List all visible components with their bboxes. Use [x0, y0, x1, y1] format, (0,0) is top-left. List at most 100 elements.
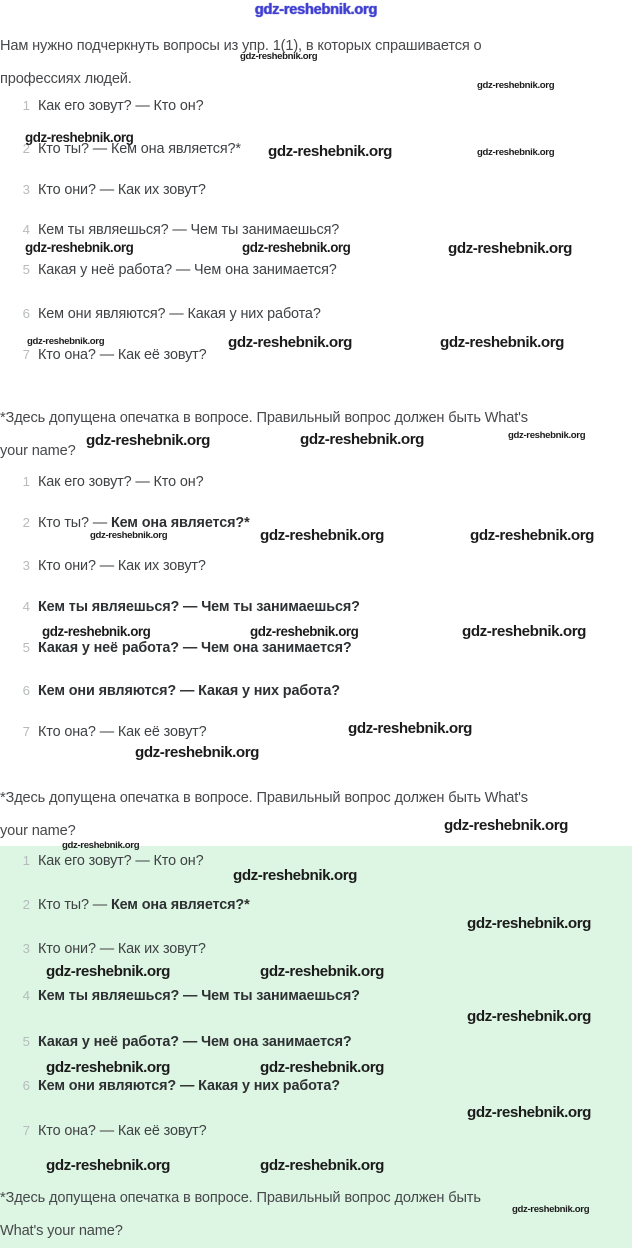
- watermark: gdz-reshebnik.org: [477, 80, 555, 91]
- watermark: gdz-reshebnik.org: [25, 130, 134, 145]
- s1-item-5-number: 5: [22, 262, 30, 277]
- watermark: gdz-reshebnik.org: [268, 143, 392, 160]
- watermark: gdz-reshebnik.org: [42, 624, 151, 639]
- s2-item-2-text: Кто ты? — Кем она является?*: [38, 515, 250, 531]
- s3-item-4-number: 4: [22, 988, 30, 1003]
- s2-item-6-text: Кем они являются? — Какая у них работа?: [38, 683, 340, 699]
- s2-item-6: 6 Кем они являются? — Какая у них работа…: [14, 683, 340, 699]
- s3-item-3-text: Кто они? — Как их зовут?: [38, 941, 206, 957]
- s2-item-4-text: Кем ты являешься? — Чем ты занимаешься?: [38, 599, 360, 615]
- s3-item-4-text: Кем ты являешься? — Чем ты занимаешься?: [38, 988, 360, 1004]
- watermark: gdz-reshebnik.org: [250, 624, 359, 639]
- s2-item-3-number: 3: [22, 558, 30, 573]
- s3-item-2-text: Кто ты? — Кем она является?*: [38, 897, 250, 913]
- s2-item-2-bold: Кем она является?*: [110, 515, 250, 531]
- answer-highlight-block: [0, 846, 632, 1248]
- s2-item-2-number: 2: [22, 515, 30, 530]
- s3-item-7: 7 Кто она? — Как её зовут?: [14, 1123, 207, 1139]
- s1-item-6: 6 Кем они являются? — Какая у них работа…: [14, 306, 321, 322]
- intro-line-1: Нам нужно подчеркнуть вопросы из упр. 1(…: [0, 38, 482, 54]
- watermark: gdz-reshebnik.org: [240, 51, 318, 62]
- s1-item-1: 1 Как его зовут? — Кто он?: [14, 98, 204, 114]
- watermark: gdz-reshebnik.org: [470, 527, 594, 544]
- watermark: gdz-reshebnik.org: [86, 432, 210, 449]
- s2-item-7-text: Кто она? — Как её зовут?: [38, 724, 207, 740]
- watermark: gdz-reshebnik.org: [467, 915, 591, 932]
- s1-item-1-number: 1: [22, 98, 30, 113]
- intro-line-2: профессиях людей.: [0, 71, 132, 87]
- s3-item-2-bold: Кем она является?*: [110, 897, 250, 913]
- watermark: gdz-reshebnik.org: [27, 336, 105, 347]
- s3-item-2-prefix: Кто ты? —: [38, 897, 111, 913]
- watermark: gdz-reshebnik.org: [62, 840, 140, 851]
- s3-item-6-number: 6: [22, 1078, 30, 1093]
- s2-item-5: 5 Какая у неё работа? — Чем она занимает…: [14, 640, 352, 656]
- watermark: gdz-reshebnik.org: [512, 1204, 590, 1215]
- watermark: gdz-reshebnik.org: [46, 1157, 170, 1174]
- s3-item-6-text: Кем они являются? — Какая у них работа?: [38, 1078, 340, 1094]
- s1-item-6-number: 6: [22, 306, 30, 321]
- watermark: gdz-reshebnik.org: [300, 431, 424, 448]
- watermark: gdz-reshebnik.org: [477, 147, 555, 158]
- s2-item-5-text: Какая у неё работа? — Чем она занимается…: [38, 640, 352, 656]
- s2-item-7-number: 7: [22, 724, 30, 739]
- watermark: gdz-reshebnik.org: [467, 1008, 591, 1025]
- watermark: gdz-reshebnik.org: [260, 527, 384, 544]
- s1-item-6-text: Кем они являются? — Какая у них работа?: [38, 306, 321, 322]
- s3-item-5-number: 5: [22, 1034, 30, 1049]
- watermark: gdz-reshebnik.org: [46, 963, 170, 980]
- s1-item-3: 3 Кто они? — Как их зовут?: [14, 182, 206, 198]
- s3-item-1-text: Как его зовут? — Кто он?: [38, 853, 204, 869]
- s1-item-7: 7 Кто она? — Как её зовут?: [14, 347, 207, 363]
- s2-item-7: 7 Кто она? — Как её зовут?: [14, 724, 207, 740]
- s1-footnote-line-1: *Здесь допущена опечатка в вопросе. Прав…: [0, 410, 528, 426]
- s1-item-7-text: Кто она? — Как её зовут?: [38, 347, 207, 363]
- s2-item-4-number: 4: [22, 599, 30, 614]
- s2-item-4: 4 Кем ты являешься? — Чем ты занимаешься…: [14, 599, 360, 615]
- watermark: gdz-reshebnik.org: [260, 1157, 384, 1174]
- s3-item-4: 4 Кем ты являешься? — Чем ты занимаешься…: [14, 988, 360, 1004]
- s3-item-1-number: 1: [22, 853, 30, 868]
- watermark: gdz-reshebnik.org: [228, 334, 352, 351]
- s2-item-3-text: Кто они? — Как их зовут?: [38, 558, 206, 574]
- s3-footnote-line-2: What's your name?: [0, 1223, 123, 1239]
- s1-item-5-text: Какая у неё работа? — Чем она занимается…: [38, 262, 337, 278]
- watermark: gdz-reshebnik.org: [440, 334, 564, 351]
- watermark: gdz-reshebnik.org: [25, 240, 134, 255]
- s2-item-6-number: 6: [22, 683, 30, 698]
- s2-item-2: 2 Кто ты? — Кем она является?*: [14, 515, 250, 531]
- watermark: gdz-reshebnik.org: [462, 623, 586, 640]
- s2-item-2-prefix: Кто ты? —: [38, 515, 111, 531]
- site-logo: gdz-reshebnik.org: [254, 2, 378, 18]
- watermark: gdz-reshebnik.org: [46, 1059, 170, 1076]
- s1-item-1-text: Как его зовут? — Кто он?: [38, 98, 204, 114]
- s3-item-2-number: 2: [22, 897, 30, 912]
- s3-item-5-text: Какая у неё работа? — Чем она занимается…: [38, 1034, 352, 1050]
- s1-item-2: 2 Кто ты? — Кем она является?*: [14, 141, 241, 157]
- s3-item-7-text: Кто она? — Как её зовут?: [38, 1123, 207, 1139]
- s2-item-1-number: 1: [22, 474, 30, 489]
- s3-item-5: 5 Какая у неё работа? — Чем она занимает…: [14, 1034, 352, 1050]
- s1-item-4-number: 4: [22, 222, 30, 237]
- s3-item-2: 2 Кто ты? — Кем она является?*: [14, 897, 250, 913]
- s2-footnote-line-1: *Здесь допущена опечатка в вопросе. Прав…: [0, 790, 528, 806]
- s3-item-7-number: 7: [22, 1123, 30, 1138]
- watermark: gdz-reshebnik.org: [135, 744, 259, 761]
- s1-item-4-text: Кем ты являешься? — Чем ты занимаешься?: [38, 222, 340, 238]
- s3-item-3: 3 Кто они? — Как их зовут?: [14, 941, 206, 957]
- watermark: gdz-reshebnik.org: [348, 720, 472, 737]
- s1-item-3-number: 3: [22, 182, 30, 197]
- s1-item-7-number: 7: [22, 347, 30, 362]
- s1-footnote-line-2: your name?: [0, 443, 76, 459]
- s2-item-1: 1 Как его зовут? — Кто он?: [14, 474, 204, 490]
- s1-item-5: 5 Какая у неё работа? — Чем она занимает…: [14, 262, 337, 278]
- s3-item-1: 1 Как его зовут? — Кто он?: [14, 853, 204, 869]
- watermark: gdz-reshebnik.org: [242, 240, 351, 255]
- s1-item-3-text: Кто они? — Как их зовут?: [38, 182, 206, 198]
- s3-item-6: 6 Кем они являются? — Какая у них работа…: [14, 1078, 340, 1094]
- s2-footnote-line-2: your name?: [0, 823, 76, 839]
- watermark: gdz-reshebnik.org: [444, 817, 568, 834]
- s2-item-3: 3 Кто они? — Как их зовут?: [14, 558, 206, 574]
- s3-item-3-number: 3: [22, 941, 30, 956]
- watermark: gdz-reshebnik.org: [233, 867, 357, 884]
